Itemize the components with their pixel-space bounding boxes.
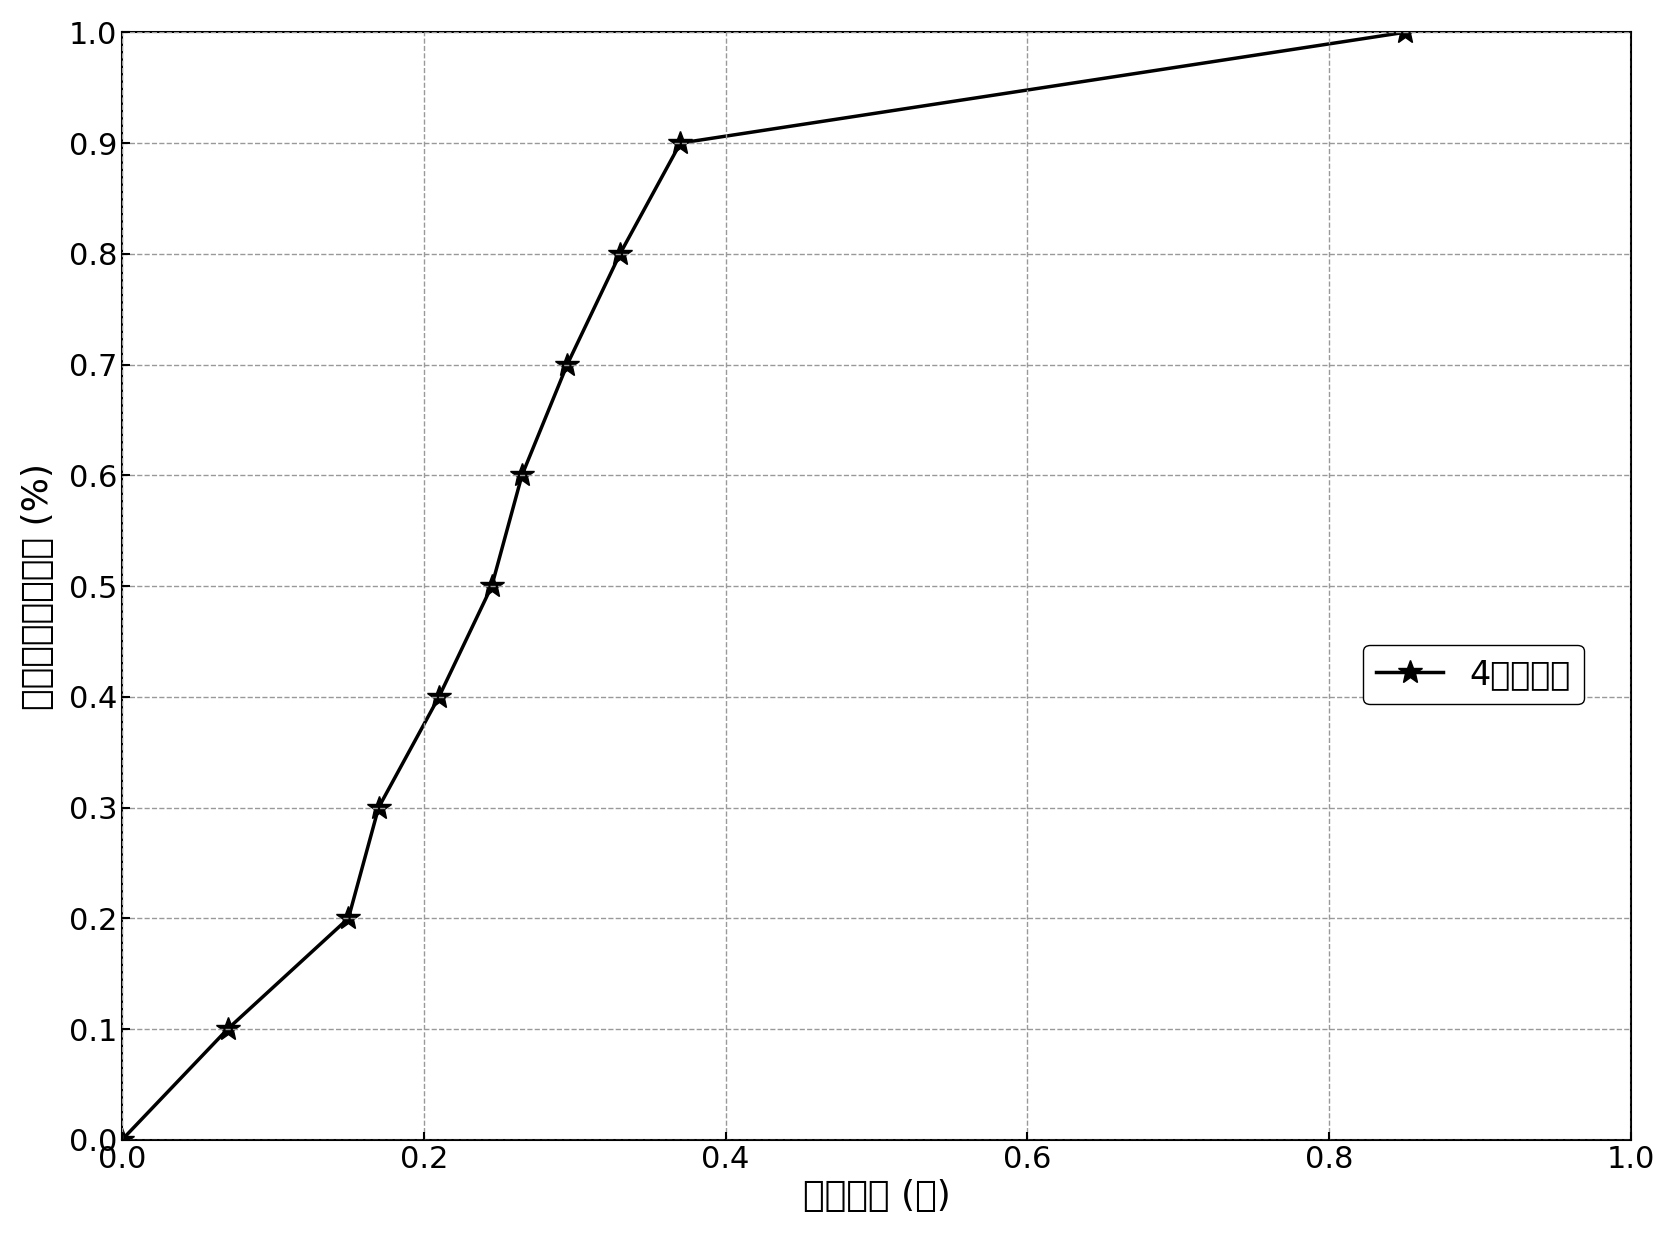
- 4个接收器: [112, 1133, 132, 1148]
- 4个接收器: [481, 579, 501, 594]
- Legend: 4个接收器: 4个接收器: [1363, 645, 1584, 705]
- Y-axis label: 定位误差累积概率 (%): 定位误差累积概率 (%): [20, 463, 55, 710]
- X-axis label: 定位误差 (米): 定位误差 (米): [803, 1180, 950, 1213]
- 4个接收器: [369, 800, 389, 814]
- 4个接收器: [511, 468, 531, 482]
- 4个接收器: [670, 136, 691, 151]
- 4个接收器: [1394, 25, 1415, 39]
- 4个接收器: [218, 1022, 238, 1037]
- 4个接收器: [429, 690, 449, 705]
- Line: 4个接收器: 4个接收器: [109, 20, 1418, 1153]
- 4个接收器: [556, 357, 577, 371]
- 4个接收器: [339, 911, 359, 926]
- 4个接收器: [610, 247, 630, 262]
